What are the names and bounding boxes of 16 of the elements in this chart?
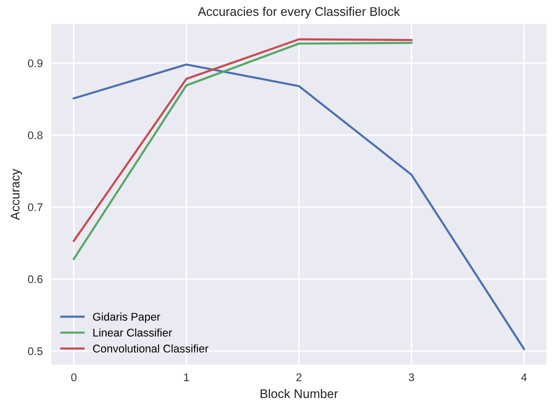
x-tick-label: 3	[408, 373, 414, 382]
y-tick-label: 0.8	[28, 131, 43, 140]
y-tick-label: 0.5	[28, 347, 43, 356]
y-tick-label: 0.7	[28, 203, 42, 212]
legend-label: Linear Classifier	[93, 328, 172, 337]
x-tick-label: 1	[184, 373, 189, 382]
x-tick-label: 4	[521, 373, 527, 382]
chart-title: Accuracies for every Classifier Block	[198, 6, 400, 18]
x-tick-label: 0	[71, 373, 76, 382]
x-axis-title: Block Number	[260, 388, 338, 398]
y-tick-label: 0.9	[28, 59, 42, 68]
x-tick-label: 2	[296, 373, 302, 382]
legend-label: Gidaris Paper	[93, 312, 160, 323]
y-tick-label: 0.6	[28, 275, 43, 284]
y-axis-title: Accuracy	[10, 168, 22, 220]
legend-label: Convolutional Classifier	[93, 344, 208, 353]
